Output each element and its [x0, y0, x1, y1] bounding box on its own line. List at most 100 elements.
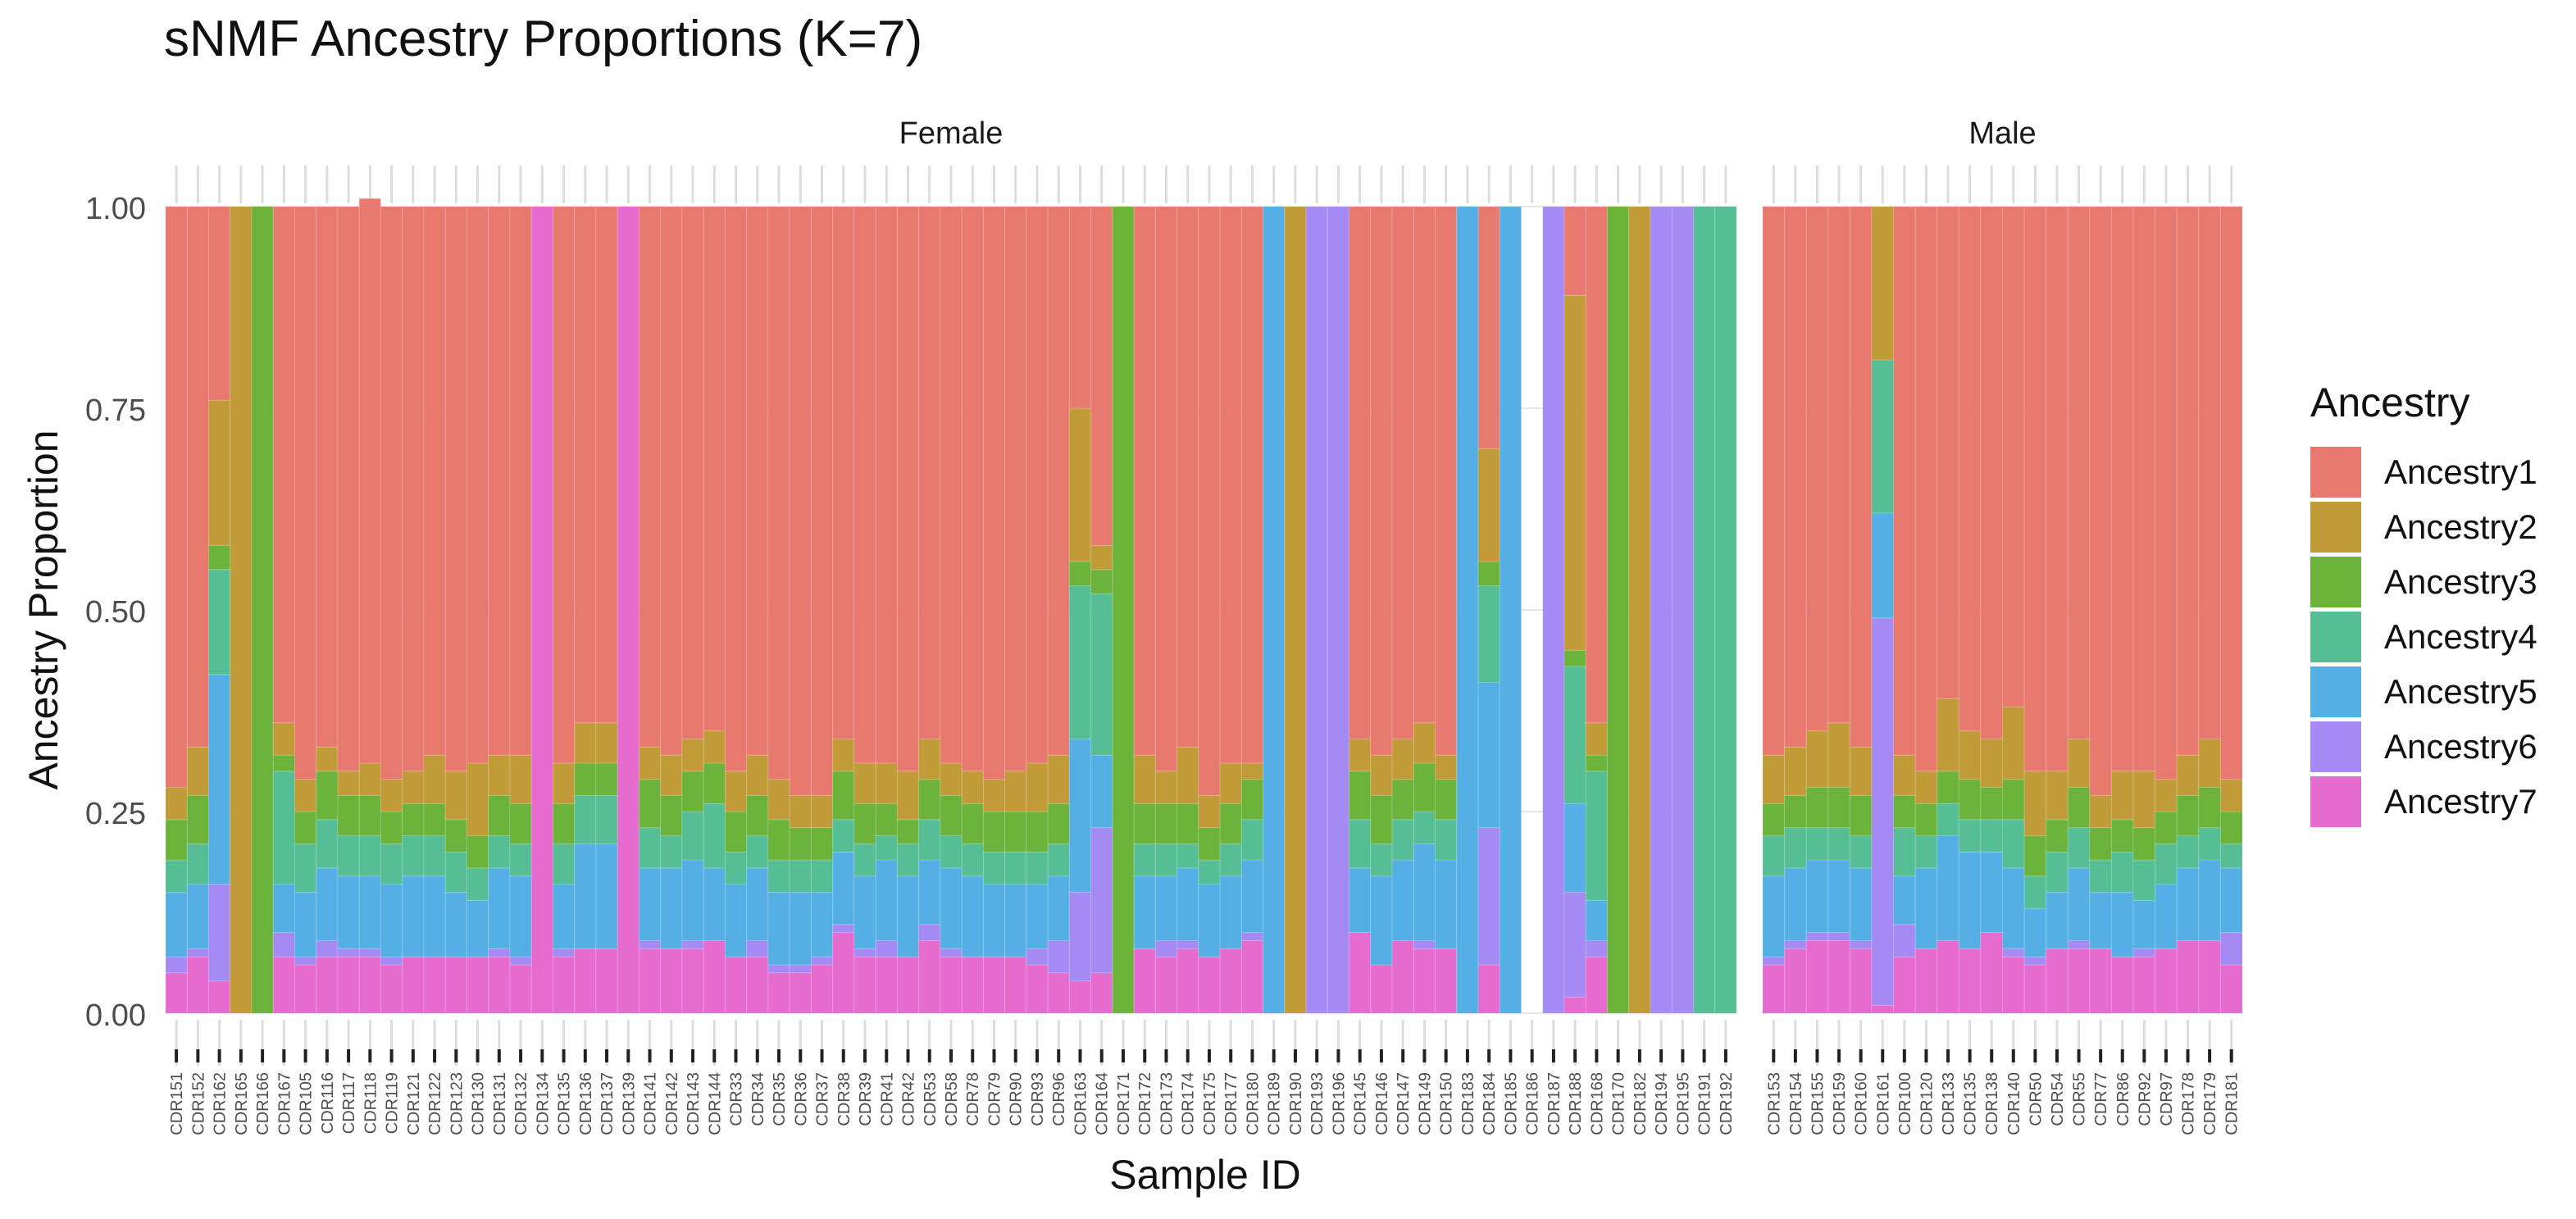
bar-segment — [1240, 819, 1264, 861]
bar-segment — [1413, 843, 1436, 941]
bar-segment — [1090, 827, 1113, 974]
bar-segment — [1154, 956, 1178, 1014]
x-tick-label: CDR38 — [835, 1072, 853, 1126]
bar-segment — [940, 206, 963, 764]
x-tick-label: CDR143 — [685, 1072, 703, 1135]
bar-segment — [853, 876, 876, 949]
bar-segment — [423, 754, 446, 804]
bar-segment — [1219, 803, 1242, 844]
bar-segment — [1456, 206, 1479, 1014]
bar-segment — [660, 754, 683, 796]
bar-segment — [1937, 206, 1959, 699]
x-tick-label: CDR171 — [1115, 1072, 1133, 1135]
bar-segment — [1499, 206, 1522, 1014]
bar-segment — [1004, 771, 1027, 812]
bar-segment — [1980, 932, 2004, 1014]
x-tick-label: CDR153 — [1765, 1072, 1783, 1135]
bar-segment — [2023, 964, 2047, 1014]
x-tick-label: CDR123 — [448, 1072, 466, 1135]
bar-segment — [316, 771, 339, 821]
legend: Ancestry Ancestry1 Ancestry2 Ancestry3 Ance… — [2310, 379, 2556, 829]
bar-segment — [2002, 948, 2025, 957]
bar-segment — [358, 762, 381, 796]
bar-segment — [1068, 980, 1092, 1014]
bar-segment — [1827, 722, 1850, 788]
bar-segment — [444, 206, 467, 772]
bar-segment — [2176, 206, 2200, 756]
bar-segment — [2023, 206, 2047, 772]
bar-segment — [1585, 754, 1609, 772]
bar-segment — [810, 794, 834, 829]
bar-segment — [2132, 948, 2156, 957]
bar-segment — [2176, 754, 2200, 796]
bar-segment — [2023, 876, 2047, 909]
bar-segment — [2089, 827, 2112, 861]
x-tick-label: CDR167 — [275, 1072, 294, 1135]
bar-segment — [1413, 948, 1436, 1014]
bar-segment — [1112, 206, 1135, 1014]
bar-segment — [1004, 851, 1027, 885]
x-tick-label: CDR37 — [814, 1072, 832, 1126]
bar-segment — [1176, 843, 1199, 869]
x-tick-label: CDR116 — [319, 1072, 337, 1134]
bar-segment — [681, 948, 704, 1014]
x-tick-label: CDR172 — [1136, 1072, 1154, 1135]
bar-segment — [1563, 666, 1586, 804]
x-tick-label: CDR138 — [1983, 1072, 2001, 1135]
bar-segment — [2002, 956, 2025, 1014]
x-tick-label: CDR190 — [1287, 1072, 1305, 1135]
bar-segment — [337, 956, 360, 1014]
bar-segment — [1827, 206, 1850, 724]
x-tick-label: CDR189 — [1266, 1072, 1284, 1135]
bar-segment — [746, 754, 769, 796]
x-tick-label: CDR55 — [2071, 1072, 2089, 1126]
y-tick-label: 0.00 — [85, 998, 146, 1033]
bar-segment — [2110, 956, 2134, 1014]
x-tick-label: CDR173 — [1158, 1072, 1176, 1135]
x-tick-label: CDR166 — [254, 1072, 272, 1135]
bar-segment — [207, 544, 231, 571]
bar-segment — [1305, 206, 1328, 1014]
bar-segment — [574, 794, 597, 844]
bar-segment — [1154, 939, 1178, 957]
legend-swatch — [2310, 556, 2361, 607]
bar-segment — [2198, 206, 2221, 739]
bar-segment — [1284, 206, 1307, 1014]
bar-segment — [1477, 448, 1500, 562]
legend-item: Ancestry1 — [2310, 444, 2556, 499]
legend-label: Ancestry5 — [2384, 671, 2537, 711]
bar-segment — [1004, 206, 1027, 772]
bar-segment — [1413, 762, 1436, 812]
bar-segment — [186, 746, 209, 796]
bar-segment — [595, 843, 618, 949]
bar-segment — [1893, 956, 1916, 1014]
bar-segment — [595, 762, 618, 796]
bar-segment — [1893, 206, 1916, 756]
bar-segment — [896, 819, 920, 844]
bar-segment — [165, 859, 188, 893]
bar-segment — [1047, 803, 1070, 844]
x-tick-label: CDR145 — [1352, 1072, 1370, 1135]
legend-label: Ancestry3 — [2384, 562, 2537, 601]
x-tick-label: CDR42 — [900, 1072, 918, 1126]
x-tick-label: CDR177 — [1222, 1072, 1240, 1135]
bar-segment — [1068, 891, 1092, 982]
legend-swatch — [2310, 501, 2361, 553]
x-axis-label: Sample ID — [1109, 1152, 1300, 1198]
bar-segment — [1849, 206, 1873, 748]
legend-label: Ancestry2 — [2384, 507, 2537, 546]
bar-segment — [638, 206, 662, 748]
bar-segment — [1004, 811, 1027, 853]
bar-segment — [1047, 939, 1070, 974]
bar-segment — [832, 738, 855, 772]
bar-segment — [724, 771, 748, 812]
bar-segment — [940, 956, 963, 1014]
bar-segment — [509, 803, 532, 844]
x-tick-label: CDR134 — [534, 1072, 552, 1135]
bar-segment — [488, 948, 511, 957]
bar-segment — [1958, 948, 1982, 1014]
bar-segment — [337, 876, 360, 949]
x-tick-label: CDR165 — [233, 1072, 251, 1135]
bar-segment — [940, 948, 963, 957]
bar-segment — [337, 948, 360, 957]
